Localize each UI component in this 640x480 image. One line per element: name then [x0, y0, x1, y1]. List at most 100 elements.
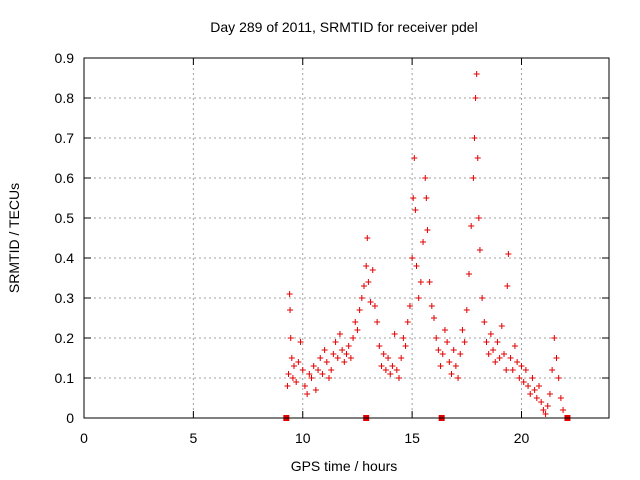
x-tick-label: 0 [80, 430, 88, 446]
data-point [542, 411, 549, 417]
data-point [299, 367, 306, 373]
data-point [520, 379, 527, 385]
y-tick-label: 0.2 [55, 330, 75, 346]
data-point [490, 347, 497, 353]
data-point [553, 355, 560, 361]
data-point [439, 351, 446, 357]
data-point [475, 215, 482, 221]
data-point [396, 375, 402, 381]
data-point [560, 407, 567, 413]
data-point [304, 391, 311, 397]
data-point [347, 355, 354, 361]
data-point [557, 395, 564, 401]
data-point [435, 347, 442, 353]
data-point [293, 379, 300, 385]
data-point [423, 195, 430, 201]
x-axis-title: GPS time / hours [291, 458, 398, 474]
data-point [525, 383, 532, 389]
data-point [363, 263, 370, 269]
data-point [476, 247, 483, 253]
data-point [448, 371, 455, 377]
data-point [409, 255, 416, 261]
data-point [374, 319, 381, 325]
data-point [328, 367, 335, 373]
data-point [412, 207, 419, 213]
data-point [496, 355, 503, 361]
data-point [481, 319, 488, 325]
data-point [487, 331, 494, 337]
data-point [400, 335, 407, 341]
data-point [350, 335, 357, 341]
y-tick-label: 0.4 [55, 250, 75, 266]
data-point [389, 363, 396, 369]
data-point [287, 307, 294, 313]
data-point [410, 195, 417, 201]
data-point [354, 327, 361, 333]
data-point [514, 359, 521, 365]
data-point [544, 403, 551, 409]
data-point [306, 371, 313, 377]
y-tick-label: 0.5 [55, 210, 75, 226]
data-point [387, 371, 394, 377]
data-point [457, 351, 464, 357]
data-point [289, 375, 296, 381]
data-point [446, 359, 453, 365]
data-point [437, 363, 444, 369]
data-point [501, 351, 507, 357]
data-point [345, 343, 352, 349]
data-point [507, 355, 514, 361]
axis-ticks: 0 0.1 0.2 0.3 0.4 0.5 0.6 0.7 0.8 0.9 0 5 10 15 20 [55, 50, 609, 446]
data-point [411, 155, 418, 161]
y-tick-label: 0.7 [55, 130, 75, 146]
data-point [317, 355, 324, 361]
data-point [361, 283, 367, 289]
data-point [339, 347, 346, 353]
y-tick-label: 0.1 [55, 370, 75, 386]
data-point [308, 375, 315, 381]
x-tick-label: 10 [295, 430, 311, 446]
data-point [431, 315, 437, 321]
data-point [312, 387, 319, 393]
data-point [546, 391, 553, 397]
data-point [468, 223, 475, 229]
y-tick-label: 0.3 [55, 290, 75, 306]
gridlines [84, 58, 609, 418]
data-point [450, 347, 457, 353]
data-point [459, 327, 466, 333]
data-point [356, 307, 363, 313]
data-point [315, 367, 322, 373]
data-point [473, 71, 480, 77]
data-point [301, 383, 308, 389]
data-point [461, 339, 468, 345]
data-point [287, 335, 294, 341]
data-point [406, 303, 413, 309]
data-point [285, 371, 292, 377]
data-point [474, 155, 481, 161]
data-point [444, 339, 451, 345]
data-point [310, 363, 317, 369]
data-point [540, 407, 547, 413]
data-point [341, 359, 348, 365]
data-point [365, 279, 372, 285]
data-point [422, 175, 429, 181]
data-point [455, 375, 462, 381]
data-point [371, 303, 378, 309]
data-point [518, 363, 525, 369]
data-point [334, 355, 341, 361]
data-point [529, 375, 536, 381]
data-point [433, 335, 440, 341]
data-point [295, 359, 302, 365]
data-point [428, 303, 435, 309]
x-tick-label: 20 [514, 430, 530, 446]
data-point [297, 339, 304, 345]
data-point [494, 339, 501, 345]
data-point [533, 395, 540, 401]
y-tick-label: 0 [66, 410, 74, 426]
data-point [549, 367, 556, 373]
data-point [420, 239, 427, 245]
data-point [378, 363, 385, 369]
data-point [531, 387, 538, 393]
data-point [522, 367, 529, 373]
data-point [505, 251, 512, 257]
